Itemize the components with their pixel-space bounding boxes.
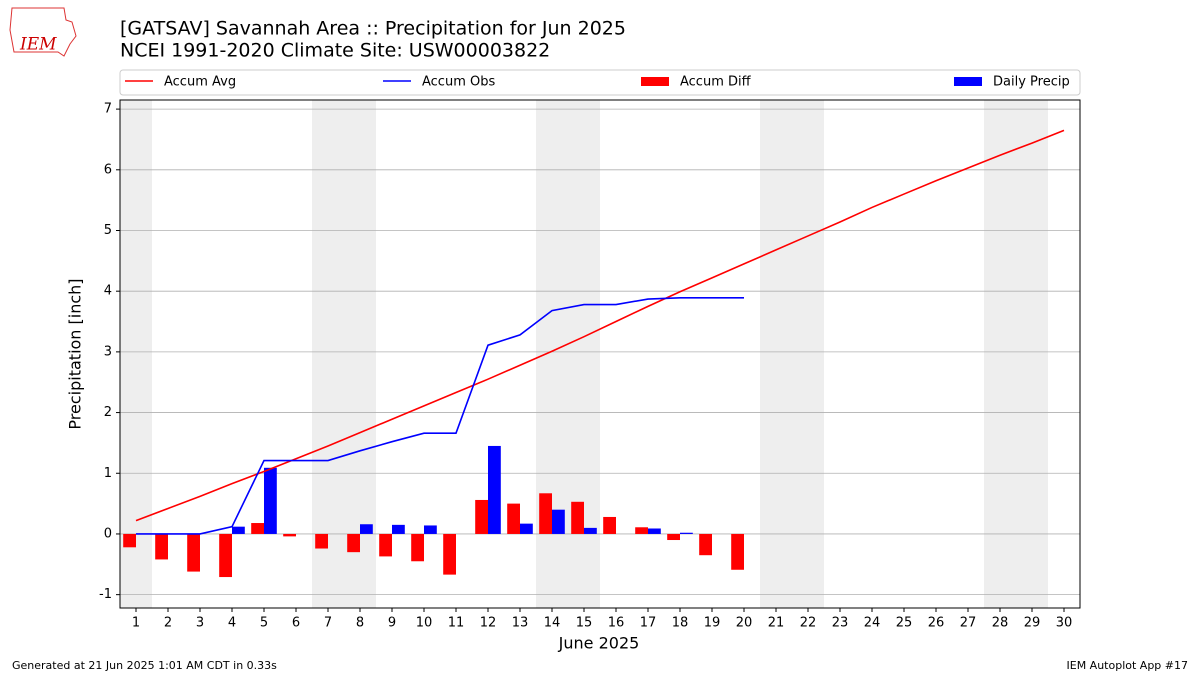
x-tick-label: 14	[544, 616, 561, 631]
weekend-shade	[984, 100, 1048, 608]
x-tick-label: 20	[736, 616, 753, 631]
y-tick-label: 3	[104, 344, 112, 359]
bar	[603, 516, 616, 534]
y-tick-label: 2	[104, 405, 112, 420]
chart-subtitle: NCEI 1991-2020 Climate Site: USW00003822	[120, 40, 550, 62]
plot-frame	[119, 99, 1081, 609]
x-tick-label: 10	[416, 616, 433, 631]
x-tick-label: 7	[324, 616, 332, 631]
x-tick-label: 4	[228, 616, 236, 631]
x-tick-label: 29	[1024, 616, 1041, 631]
y-tick-label: 5	[104, 223, 112, 238]
x-tick-label: 12	[480, 616, 497, 631]
x-tick-label: 8	[356, 616, 364, 631]
y-tick-label: 0	[104, 526, 112, 541]
x-tick-label: 11	[448, 616, 465, 631]
x-tick-label: 21	[768, 616, 785, 631]
bar	[232, 526, 245, 534]
bar	[443, 533, 456, 575]
bar	[360, 524, 373, 534]
bar	[680, 532, 693, 534]
x-tick-label: 5	[260, 616, 268, 631]
bar	[635, 527, 648, 534]
bar	[155, 533, 168, 560]
y-tick-label: 1	[104, 466, 112, 481]
legend-swatch	[954, 77, 982, 86]
bar	[667, 533, 680, 541]
logo-text: IEM	[19, 35, 57, 55]
x-tick-label: 22	[800, 616, 817, 631]
footer-left: Generated at 21 Jun 2025 1:01 AM CDT in …	[12, 659, 277, 672]
bar	[539, 493, 552, 534]
bar	[731, 533, 744, 570]
bar	[552, 509, 565, 534]
x-tick-label: 1	[132, 616, 140, 631]
x-tick-label: 9	[388, 616, 396, 631]
y-tick-label: 6	[104, 162, 112, 177]
legend-label: Accum Obs	[422, 75, 495, 90]
x-tick-label: 27	[960, 616, 977, 631]
x-tick-label: 23	[832, 616, 849, 631]
bar	[475, 499, 488, 534]
footer-right: IEM Autoplot App #17	[1067, 659, 1189, 672]
chart-title: [GATSAV] Savannah Area :: Precipitation …	[120, 18, 626, 40]
bar	[315, 533, 328, 549]
legend-box	[119, 69, 1081, 96]
x-tick-label: 2	[164, 616, 172, 631]
bar	[648, 528, 661, 534]
legend-swatch	[641, 77, 669, 86]
bar	[411, 533, 424, 562]
x-tick-label: 16	[608, 616, 625, 631]
bar	[507, 503, 520, 534]
x-tick-label: 28	[992, 616, 1009, 631]
x-tick-label: 24	[864, 616, 881, 631]
y-tick-label: -1	[99, 587, 112, 602]
x-tick-label: 26	[928, 616, 945, 631]
x-tick-label: 6	[292, 616, 300, 631]
bar	[347, 533, 360, 553]
bar	[379, 533, 392, 557]
line	[136, 297, 744, 535]
bar	[187, 533, 200, 572]
bar	[424, 525, 437, 534]
x-tick-label: 18	[672, 616, 689, 631]
x-tick-label: 19	[704, 616, 721, 631]
legend-label: Accum Diff	[680, 75, 752, 90]
y-axis-label: Precipitation [inch]	[66, 278, 85, 429]
x-tick-label: 30	[1056, 616, 1073, 631]
bar	[571, 501, 584, 534]
legend-label: Accum Avg	[164, 75, 236, 90]
y-tick-label: 4	[104, 284, 112, 299]
logo-shape	[9, 7, 77, 57]
weekend-shade	[120, 100, 152, 608]
x-tick-label: 15	[576, 616, 593, 631]
x-tick-label: 25	[896, 616, 913, 631]
bar	[283, 533, 296, 537]
x-tick-label: 13	[512, 616, 529, 631]
x-tick-label: 3	[196, 616, 204, 631]
bar	[584, 527, 597, 534]
bar	[264, 467, 277, 534]
weekend-shade	[312, 100, 376, 608]
bar	[123, 533, 136, 548]
bar	[251, 523, 264, 534]
x-tick-label: 17	[640, 616, 657, 631]
weekend-shade	[760, 100, 824, 608]
legend-label: Daily Precip	[993, 75, 1070, 90]
bar	[699, 533, 712, 556]
bar	[392, 524, 405, 534]
bar	[219, 533, 232, 578]
y-tick-label: 7	[104, 102, 112, 117]
bar	[488, 445, 501, 534]
x-axis-label: June 2025	[558, 634, 640, 653]
bar	[520, 523, 533, 534]
